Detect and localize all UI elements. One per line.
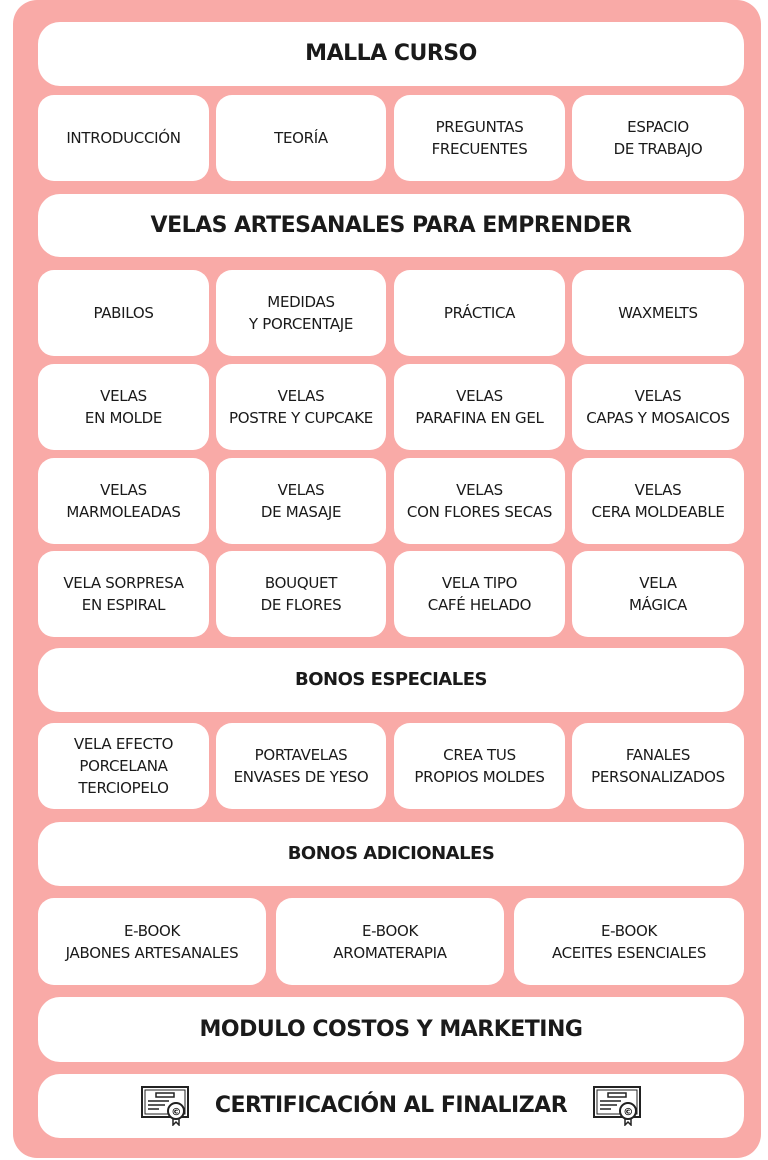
course-module[interactable]: VELAS POSTRE Y CUPCAKE (216, 364, 386, 450)
course-module[interactable]: VELAS MARMOLEADAS (38, 458, 209, 544)
special-bonus-module[interactable]: PORTAVELAS ENVASES DE YESO (216, 723, 386, 809)
intro-module[interactable]: TEORÍA (216, 95, 386, 181)
course-module[interactable]: VELA MÁGICA (572, 551, 744, 637)
intro-module[interactable]: ESPACIO DE TRABAJO (572, 95, 744, 181)
svg-text:©: © (171, 1107, 181, 1118)
special-bonus-title: BONOS ESPECIALES (38, 648, 744, 712)
intro-module[interactable]: INTRODUCCIÓN (38, 95, 209, 181)
course-module[interactable]: VELAS CAPAS Y MOSAICOS (572, 364, 744, 450)
course-module[interactable]: VELAS CERA MOLDEABLE (572, 458, 744, 544)
intro-module[interactable]: PREGUNTAS FRECUENTES (394, 95, 565, 181)
certificate-icon: © (593, 1086, 642, 1126)
svg-text:©: © (623, 1107, 633, 1118)
course-module[interactable]: PABILOS (38, 270, 209, 356)
title-malla-curso: MALLA CURSO (38, 22, 744, 86)
course-module[interactable]: VELAS EN MOLDE (38, 364, 209, 450)
course-module[interactable]: VELA TIPO CAFÉ HELADO (394, 551, 565, 637)
special-bonus-module[interactable]: VELA EFECTO PORCELANA TERCIOPELO (38, 723, 209, 809)
certification-banner: © CERTIFICACIÓN AL FINALIZAR © (38, 1074, 744, 1138)
course-module[interactable]: VELAS DE MASAJE (216, 458, 386, 544)
course-module[interactable]: WAXMELTS (572, 270, 744, 356)
course-module[interactable]: VELA SORPRESA EN ESPIRAL (38, 551, 209, 637)
special-bonus-module[interactable]: CREA TUS PROPIOS MOLDES (394, 723, 565, 809)
ebook-module[interactable]: E-BOOK ACEITES ESENCIALES (514, 898, 744, 985)
course-module[interactable]: VELAS PARAFINA EN GEL (394, 364, 565, 450)
certification-title: CERTIFICACIÓN AL FINALIZAR (214, 1093, 568, 1118)
ebook-module[interactable]: E-BOOK JABONES ARTESANALES (38, 898, 266, 985)
certificate-icon: © (140, 1086, 189, 1126)
course-module[interactable]: BOUQUET DE FLORES (216, 551, 386, 637)
course-module[interactable]: VELAS CON FLORES SECAS (394, 458, 565, 544)
ebook-module[interactable]: E-BOOK AROMATERAPIA (276, 898, 504, 985)
special-bonus-module[interactable]: FANALES PERSONALIZADOS (572, 723, 744, 809)
additional-bonus-title: BONOS ADICIONALES (38, 822, 744, 886)
marketing-module[interactable]: MODULO COSTOS Y MARKETING (38, 997, 744, 1062)
course-module[interactable]: PRÁCTICA (394, 270, 565, 356)
course-title: VELAS ARTESANALES PARA EMPRENDER (38, 194, 744, 257)
course-module[interactable]: MEDIDAS Y PORCENTAJE (216, 270, 386, 356)
